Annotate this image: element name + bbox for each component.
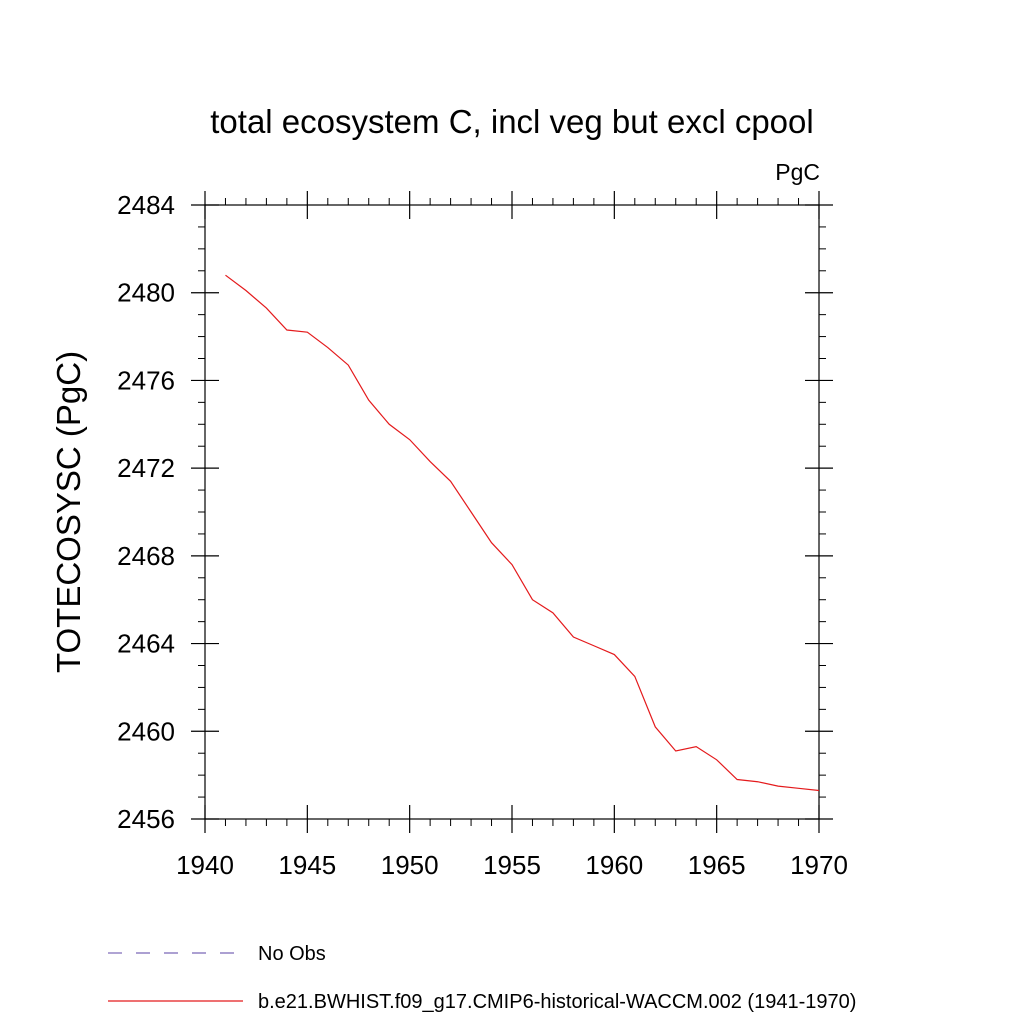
y-axis-label: TOTECOSYSC (PgC) [50, 351, 87, 673]
chart-title: total ecosystem C, incl veg but excl cpo… [210, 103, 813, 140]
series-group [225, 274, 820, 792]
series-line-1 [225, 274, 820, 792]
x-tick-label: 1970 [790, 850, 848, 880]
x-tick-label: 1965 [688, 850, 746, 880]
y-tick-label: 2480 [117, 278, 175, 308]
x-tick-label: 1950 [381, 850, 439, 880]
x-tick-label: 1955 [483, 850, 541, 880]
axis-ticks: 1940 1945 1950 1955 1960 1965 1970 2456 2460 2464… [117, 190, 848, 880]
y-tick-label: 2472 [117, 453, 175, 483]
y-tick-label: 2476 [117, 365, 175, 395]
x-tick-label: 1940 [176, 850, 234, 880]
y-tick-label: 2464 [117, 629, 175, 659]
legend-label-model-run: b.e21.BWHIST.f09_g17.CMIP6-historical-WA… [258, 991, 856, 1013]
y-tick-label: 2460 [117, 716, 175, 746]
legend-label-no-obs: No Obs [258, 943, 326, 965]
y-tick-label: 2484 [117, 190, 175, 220]
y-tick-label: 2468 [117, 541, 175, 571]
legend: No Obs b.e21.BWHIST.f09_g17.CMIP6-histor… [108, 943, 856, 1013]
x-tick-label: 1945 [278, 850, 336, 880]
y-tick-label: 2456 [117, 804, 175, 834]
x-tick-label: 1960 [585, 850, 643, 880]
plot-frame [204, 204, 820, 820]
units-label: PgC [775, 159, 820, 185]
